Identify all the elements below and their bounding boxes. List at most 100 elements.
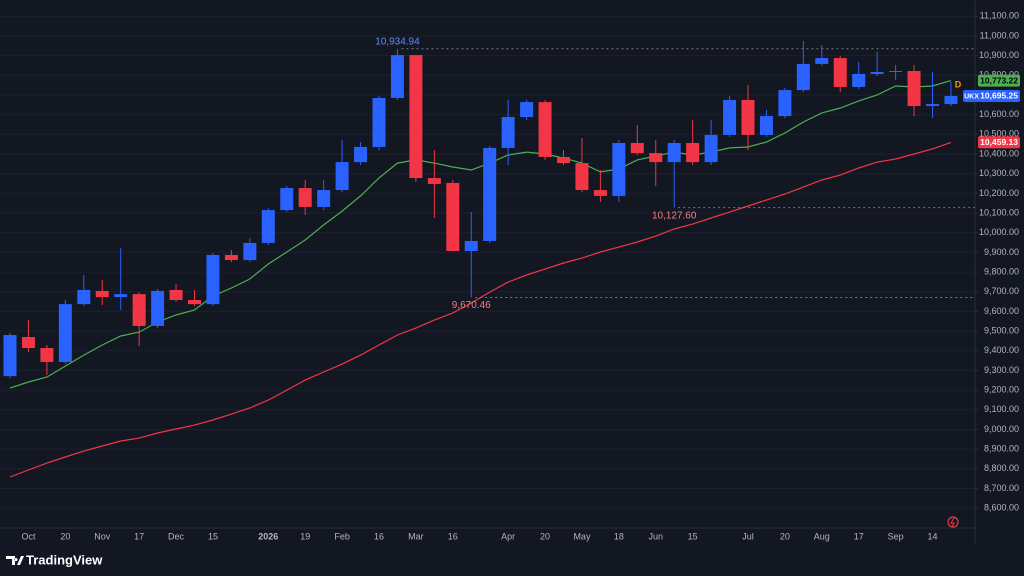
- x-tick-label: Mar: [408, 531, 424, 541]
- plot-area: 10,934.94 9,670.46 10,127.60: [0, 15, 975, 509]
- y-tick-label: 9,300.00: [984, 365, 1019, 375]
- y-tick-label: 8,800.00: [984, 463, 1019, 473]
- x-tick-label: Nov: [94, 531, 111, 541]
- y-tick-label: 10,900.00: [979, 50, 1019, 60]
- candle-body: [575, 163, 589, 191]
- x-tick-label: Jun: [648, 531, 663, 541]
- logo-text: TradingView: [26, 552, 103, 567]
- x-tick-label: Dec: [168, 531, 185, 541]
- y-tick-label: 10,300.00: [979, 168, 1019, 178]
- candle-body: [723, 99, 737, 135]
- candle-body: [907, 71, 921, 107]
- y-tick-label: 10,100.00: [979, 207, 1019, 217]
- price-tag-label: 10,773.22: [980, 75, 1018, 85]
- candle-body: [372, 97, 386, 147]
- x-tick-label: Sep: [888, 531, 904, 541]
- y-tick-label: 9,600.00: [984, 306, 1019, 316]
- x-tick-label: 15: [688, 531, 698, 541]
- y-tick-label: 9,800.00: [984, 266, 1019, 276]
- candle-body: [427, 178, 441, 184]
- candle-body: [354, 146, 368, 163]
- logo[interactable]: TradingView: [6, 552, 103, 567]
- y-tick-label: 10,000.00: [979, 227, 1019, 237]
- price-annotation: 10,934.94: [375, 36, 420, 47]
- x-tick-label: 2026: [258, 531, 278, 541]
- candle-body: [114, 294, 128, 298]
- candle-body: [132, 294, 146, 326]
- candle-body: [870, 72, 884, 74]
- x-tick-label: 20: [60, 531, 70, 541]
- candle-body: [261, 210, 275, 243]
- candle-body: [188, 300, 201, 305]
- x-tick-label: Aug: [814, 531, 830, 541]
- x-tick-label: 20: [540, 531, 550, 541]
- y-tick-label: 11,100.00: [980, 11, 1019, 21]
- x-tick-label: Oct: [21, 531, 36, 541]
- logo-icon: [6, 556, 24, 565]
- y-tick-label: 10,600.00: [979, 109, 1019, 119]
- y-tick-label: 8,600.00: [984, 503, 1019, 513]
- candle-body: [926, 104, 939, 107]
- y-tick-label: 9,200.00: [984, 384, 1019, 394]
- price-tag: [978, 89, 1020, 102]
- candle-body: [335, 162, 349, 191]
- candle-body: [95, 290, 109, 298]
- y-tick-label: 10,400.00: [979, 148, 1019, 158]
- x-tick-label: 17: [134, 531, 144, 541]
- candle-body: [889, 71, 903, 73]
- price-tag: [978, 136, 1020, 149]
- x-tick-label: 15: [208, 531, 218, 541]
- y-tick-label: 9,000.00: [984, 424, 1019, 434]
- candle-body: [686, 143, 700, 163]
- candle-body: [759, 116, 773, 135]
- candle-body: [206, 254, 220, 305]
- candle-body: [77, 289, 91, 305]
- candle-body: [593, 190, 607, 196]
- y-tick-label: 9,500.00: [984, 325, 1019, 335]
- candle-body: [280, 188, 294, 211]
- candle-body: [778, 90, 792, 117]
- alert-icon-bolt: [950, 517, 955, 528]
- candle-body: [796, 63, 810, 91]
- interval-label: D: [955, 79, 962, 89]
- price-tag-label: 10,459.13: [980, 137, 1018, 147]
- candle-body: [151, 290, 165, 326]
- moving-average-line: [9, 80, 952, 389]
- candle-body: [243, 242, 257, 261]
- x-tick-label: 20: [780, 531, 790, 541]
- candle-body: [224, 254, 238, 261]
- x-tick-label: 16: [448, 531, 458, 541]
- candle-body: [649, 153, 663, 163]
- candle-body: [483, 147, 497, 241]
- candle-body: [390, 55, 404, 98]
- y-tick-label: 9,100.00: [984, 404, 1019, 414]
- candle-body: [944, 95, 958, 105]
- candle-body: [3, 335, 17, 377]
- y-tick-label: 8,700.00: [984, 483, 1019, 493]
- candle-body: [298, 188, 312, 207]
- alert-icon[interactable]: [947, 516, 959, 528]
- candle-body: [501, 117, 515, 148]
- price-annotation: 9,670.46: [452, 300, 491, 311]
- candle-body: [630, 143, 644, 154]
- symbol-tag: [963, 89, 980, 102]
- y-tick-label: 11,000.00: [980, 30, 1019, 40]
- candle-body: [21, 336, 35, 348]
- price-tag-label: 10,695.25: [980, 91, 1018, 101]
- y-tick-label: 9,400.00: [984, 345, 1019, 355]
- x-tick-label: 18: [614, 531, 624, 541]
- candle-body: [557, 156, 570, 164]
- y-tick-label: 9,900.00: [984, 247, 1019, 257]
- candle-body: [667, 143, 681, 163]
- x-tick-label: Feb: [334, 531, 350, 541]
- candle-body: [815, 58, 829, 64]
- candle-body: [409, 55, 423, 179]
- candle-body: [169, 289, 183, 300]
- candle-body: [538, 102, 552, 157]
- candle-body: [317, 190, 331, 207]
- y-tick-label: 10,500.00: [979, 129, 1019, 139]
- candle-body: [40, 348, 54, 362]
